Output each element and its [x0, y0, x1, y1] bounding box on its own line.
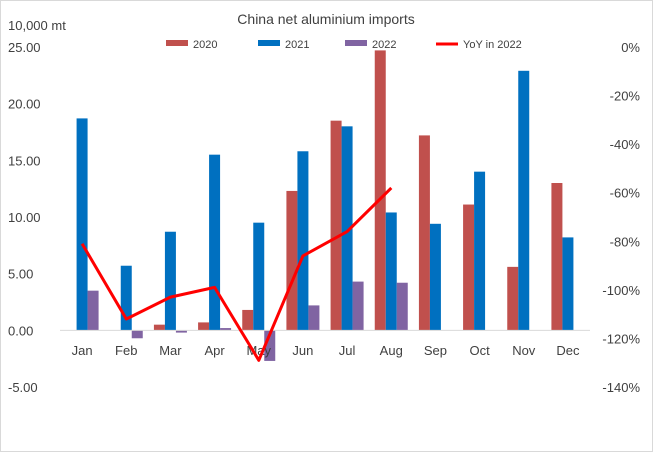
bar-2020-Aug — [374, 50, 386, 331]
x-axis: Jan Feb Mar Apr May Jun Jul Aug Sep Oct Nov Dec — [72, 343, 580, 358]
bar-2021-Jun — [297, 151, 309, 331]
x-tick-label: Nov — [512, 343, 536, 358]
bar-2020-Sep — [418, 135, 430, 331]
bar-2022-Mar — [175, 330, 187, 333]
left-unit-label: 10,000 mt — [8, 18, 66, 33]
bar-2022-Jun — [308, 305, 320, 331]
bar-2022-Apr — [220, 328, 232, 331]
x-tick-label: Apr — [204, 343, 225, 358]
bar-2020-Jun — [286, 190, 298, 331]
legend-label-2021: 2021 — [285, 39, 309, 51]
right-tick-label: 0% — [621, 40, 640, 55]
bar-2021-Nov — [518, 70, 530, 331]
bar-2021-Apr — [209, 154, 221, 331]
right-tick-label: -60% — [610, 186, 641, 201]
right-tick-label: -140% — [602, 380, 640, 395]
legend-label-YoY in 2022: YoY in 2022 — [463, 39, 522, 51]
bar-2021-Jan — [76, 118, 88, 331]
bar-2021-Dec — [562, 237, 574, 331]
bar-2021-Oct — [474, 171, 486, 331]
right-tick-label: -40% — [610, 137, 641, 152]
left-tick-label: 20.00 — [8, 97, 41, 112]
bar-2021-Aug — [385, 212, 397, 331]
legend-swatch-2020 — [166, 40, 188, 46]
right-tick-label: -80% — [610, 234, 641, 249]
x-tick-label: Mar — [159, 343, 182, 358]
left-tick-label: 25.00 — [8, 40, 41, 55]
bar-2022-Aug — [396, 282, 408, 331]
x-tick-label: Jan — [72, 343, 93, 358]
bar-2020-Apr — [198, 322, 210, 331]
bar-2021-Feb — [120, 265, 132, 331]
bar-2021-Sep — [429, 223, 441, 331]
legend-label-2022: 2022 — [372, 39, 396, 51]
line-YoY in 2022 — [80, 186, 393, 362]
x-tick-label: Sep — [424, 343, 447, 358]
x-tick-label: Oct — [469, 343, 490, 358]
right-tick-label: -120% — [602, 331, 640, 346]
left-axis: 25.00 20.00 15.00 10.00 5.00 0.00 -5.00 — [8, 40, 41, 395]
bar-2020-Dec — [551, 183, 563, 331]
legend-swatch-2022 — [345, 40, 367, 46]
left-tick-label: 5.00 — [8, 267, 33, 282]
left-tick-label: -5.00 — [8, 380, 38, 395]
right-tick-label: -20% — [610, 89, 641, 104]
legend: 2020 2021 2022 YoY in 2022 — [166, 39, 522, 51]
bar-2021-May — [253, 222, 265, 331]
bar-2021-Jul — [341, 126, 353, 331]
right-axis: 0% -20% -40% -60% -80% -100% -120% -140% — [602, 40, 640, 395]
bar-2022-Jul — [352, 281, 364, 331]
chart-title: China net aluminium imports — [237, 11, 414, 27]
x-tick-label: Aug — [380, 343, 403, 358]
bar-2020-Jul — [330, 120, 342, 331]
x-tick-label: Dec — [556, 343, 580, 358]
x-tick-label: Jun — [292, 343, 313, 358]
x-tick-label: Jul — [339, 343, 356, 358]
bar-2022-Jan — [87, 290, 99, 331]
legend-swatch-2021 — [258, 40, 280, 46]
bar-2022-May — [264, 330, 276, 361]
bar-2020-Oct — [463, 204, 475, 331]
bar-2020-Mar — [153, 324, 165, 331]
x-tick-label: Feb — [115, 343, 137, 358]
bar-2022-Feb — [131, 330, 143, 339]
left-tick-label: 15.00 — [8, 153, 41, 168]
line-series — [80, 186, 393, 362]
right-tick-label: -100% — [602, 283, 640, 298]
left-tick-label: 10.00 — [8, 210, 41, 225]
bar-2020-May — [242, 309, 254, 331]
bars — [76, 50, 574, 361]
bar-2021-Mar — [164, 231, 176, 331]
bar-2020-Nov — [507, 266, 519, 331]
legend-label-2020: 2020 — [193, 39, 217, 51]
left-tick-label: 0.00 — [8, 323, 33, 338]
